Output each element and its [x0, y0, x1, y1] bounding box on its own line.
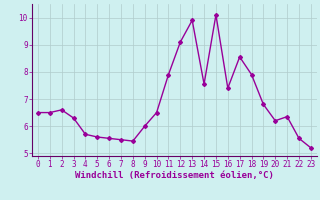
X-axis label: Windchill (Refroidissement éolien,°C): Windchill (Refroidissement éolien,°C)	[75, 171, 274, 180]
